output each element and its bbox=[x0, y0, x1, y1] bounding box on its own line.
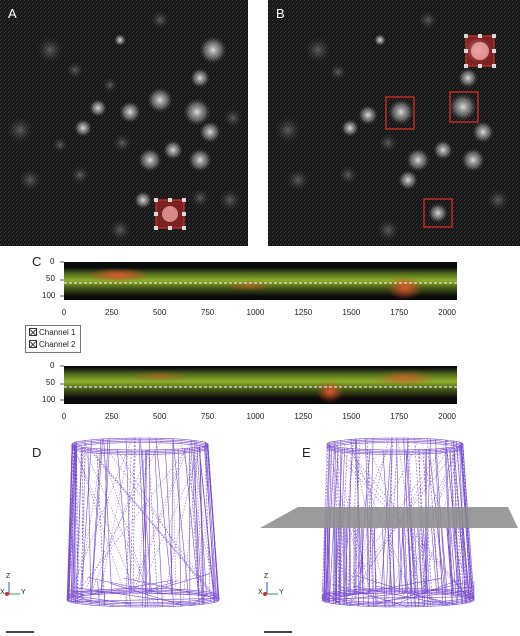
roi-marker-b bbox=[464, 34, 496, 68]
axis-x-label-e: X bbox=[258, 589, 263, 596]
y-tick-bottom-50: 50 bbox=[46, 378, 55, 387]
intensity-profile-top bbox=[60, 261, 457, 300]
y-tick-top-100: 100 bbox=[42, 291, 56, 300]
axis-x-label-d: X bbox=[0, 589, 5, 596]
x-tick-top-0: 0 bbox=[61, 308, 67, 317]
legend-checkbox-icon bbox=[29, 328, 37, 336]
axis-triad-d bbox=[5, 582, 20, 596]
cell-mesh-3d-e bbox=[260, 437, 518, 608]
axis-triad-e bbox=[263, 582, 278, 596]
x-tick-bottom-5: 1250 bbox=[294, 412, 313, 421]
x-tick-bottom-0: 0 bbox=[61, 412, 67, 421]
x-tick-bottom-6: 1500 bbox=[342, 412, 361, 421]
legend-item-channel-1: Channel 1 bbox=[26, 326, 80, 338]
cell-mesh-3d-d bbox=[66, 437, 220, 608]
axis-z-label-e: Z bbox=[264, 573, 269, 580]
x-tick-bottom-8: 2000 bbox=[438, 412, 456, 421]
x-tick-top-8: 2000 bbox=[438, 308, 456, 317]
roi-boxes-b bbox=[385, 91, 479, 228]
y-tick-top-0: 0 bbox=[50, 257, 55, 266]
scale-bar-d bbox=[6, 631, 34, 633]
legend-checkbox-icon bbox=[29, 340, 37, 348]
y-tick-top-50: 50 bbox=[46, 274, 55, 283]
x-tick-top-7: 1750 bbox=[390, 308, 409, 317]
legend-item-channel-2: Channel 2 bbox=[26, 338, 80, 350]
section-plane bbox=[260, 507, 518, 528]
x-tick-bottom-1: 250 bbox=[105, 412, 119, 421]
x-tick-top-1: 250 bbox=[105, 308, 119, 317]
x-tick-bottom-2: 500 bbox=[152, 412, 167, 421]
panel-label-d: D bbox=[32, 445, 42, 460]
axis-z-label-d: Z bbox=[6, 573, 11, 580]
roi-marker-a bbox=[154, 198, 186, 230]
x-tick-top-6: 1500 bbox=[342, 308, 361, 317]
cell-field-b bbox=[268, 0, 520, 246]
cells-a bbox=[6, 10, 243, 242]
panel-label-b: B bbox=[276, 6, 285, 21]
y-tick-bottom-100: 100 bbox=[42, 395, 56, 404]
cell-field-a bbox=[0, 0, 248, 246]
panel-label-e: E bbox=[302, 445, 311, 460]
cells-b bbox=[274, 10, 510, 242]
y-tick-bottom-0: 0 bbox=[50, 361, 55, 370]
scale-bar-e bbox=[264, 631, 292, 633]
intensity-profile-bottom bbox=[60, 365, 457, 404]
panel-label-a: A bbox=[8, 6, 17, 21]
x-tick-top-4: 1000 bbox=[246, 308, 265, 317]
x-tick-bottom-3: 750 bbox=[200, 412, 215, 421]
axis-y-label-e: Y bbox=[279, 589, 284, 596]
x-tick-bottom-4: 1000 bbox=[246, 412, 265, 421]
panel-label-c: C bbox=[32, 254, 42, 269]
x-tick-top-2: 500 bbox=[152, 308, 167, 317]
x-tick-bottom-7: 1750 bbox=[390, 412, 409, 421]
axis-y-label-d: Y bbox=[21, 589, 26, 596]
x-tick-top-5: 1250 bbox=[294, 308, 313, 317]
x-tick-top-3: 750 bbox=[200, 308, 215, 317]
microscopy-image-a: A bbox=[0, 0, 248, 246]
channel-legend: Channel 1 Channel 2 bbox=[25, 325, 81, 353]
microscopy-image-b: B bbox=[268, 0, 520, 246]
